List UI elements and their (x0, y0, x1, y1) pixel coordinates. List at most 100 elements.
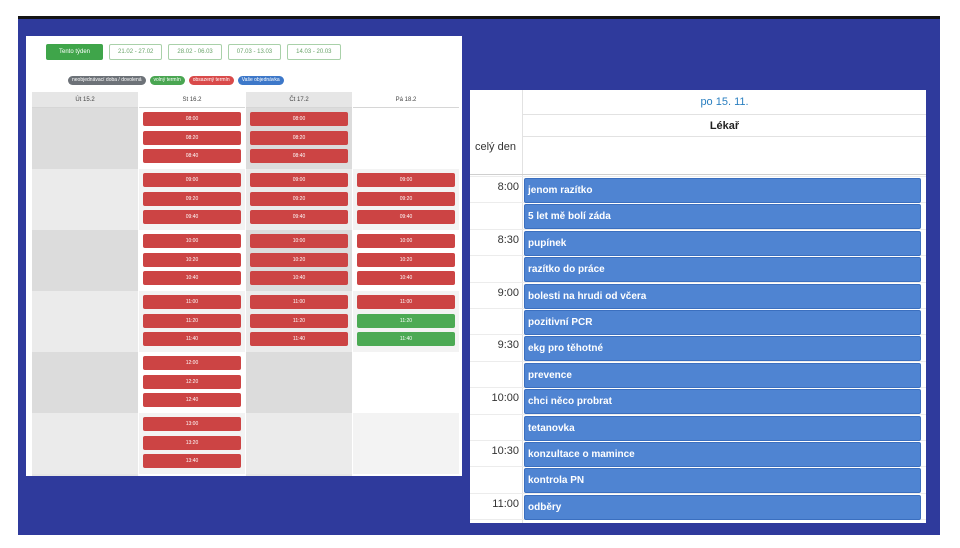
booked-slot[interactable]: 11:20 (143, 313, 241, 328)
day-column: 08:00 08:20 08:40 09:00 09:20 09:40 10:00 10:20… (246, 108, 352, 476)
time-gridline (470, 281, 926, 283)
booked-slot[interactable]: 09:40 (250, 210, 348, 224)
appointment-event[interactable]: 5 let mě bolí záda (524, 204, 921, 230)
time-label: 11:00 (492, 497, 519, 510)
all-day-row[interactable] (470, 137, 926, 175)
booked-slot[interactable]: 09:00 (250, 173, 348, 187)
all-day-label: celý den (475, 141, 516, 153)
hour-band (353, 108, 459, 169)
legend: neobjednávací doba / dovolená volný term… (68, 76, 284, 85)
time-label: 10:00 (491, 392, 519, 405)
booked-slot[interactable]: 11:20 (250, 313, 348, 328)
hour-band (246, 413, 352, 474)
hour-band (32, 108, 138, 169)
legend-unavailable: neobjednávací doba / dovolená (68, 76, 146, 85)
appointment-event[interactable]: jenom razítko (524, 178, 921, 203)
legend-your-booking: Vaše objednávka (237, 76, 284, 85)
booked-slot[interactable]: 08:20 (250, 130, 348, 145)
week-button[interactable]: 28.02 - 06.03 (168, 44, 222, 60)
booked-slot[interactable]: 11:00 (250, 295, 348, 309)
booked-slot[interactable]: 11:40 (143, 332, 241, 346)
booked-slot[interactable]: 11:00 (357, 295, 455, 309)
day-column: 08:00 08:20 08:40 09:00 09:20 09:40 10:00 10:20… (139, 108, 245, 476)
booked-slot[interactable]: 10:40 (250, 271, 348, 285)
booked-slot[interactable]: 08:00 (250, 112, 348, 126)
booked-slot[interactable]: 08:40 (143, 149, 241, 163)
hour-band (246, 352, 352, 413)
hour-band (353, 352, 459, 413)
time-column-divider (522, 90, 523, 523)
booked-slot[interactable]: 10:20 (250, 252, 348, 267)
day-header: St 16.2 (139, 92, 245, 108)
booked-slot[interactable]: 10:00 (250, 234, 348, 248)
day-column: 09:00 09:20 09:40 10:00 10:20 10:40 11:00 11:20… (353, 108, 459, 476)
appointment-event[interactable]: chci něco probrat (524, 389, 921, 415)
calendar-date-header[interactable]: po 15. 11. (523, 90, 926, 115)
week-selector: Tento týden 21.02 - 27.02 28.02 - 06.03 … (46, 44, 341, 60)
booked-slot[interactable]: 09:40 (357, 210, 455, 224)
booked-slot[interactable]: 10:40 (357, 271, 455, 285)
hour-band (32, 413, 138, 474)
booked-slot[interactable]: 11:00 (143, 295, 241, 309)
week-button[interactable]: 21.02 - 27.02 (109, 44, 163, 60)
hour-band (353, 413, 459, 474)
booked-slot[interactable]: 13:20 (143, 435, 241, 450)
booked-slot[interactable]: 10:20 (357, 252, 455, 267)
day-header: Út 15.2 (32, 92, 138, 108)
booked-slot[interactable]: 11:40 (250, 332, 348, 346)
booked-slot[interactable]: 12:40 (143, 393, 241, 407)
booked-slot[interactable]: 09:00 (143, 173, 241, 187)
time-label: 10:30 (491, 445, 519, 457)
booked-slot[interactable]: 12:00 (143, 356, 241, 370)
booked-slot[interactable]: 08:40 (250, 149, 348, 163)
booked-slot[interactable]: 08:20 (143, 130, 241, 145)
time-label: 9:00 (497, 286, 519, 299)
time-gridline (470, 176, 926, 177)
appointment-event[interactable]: razítko do práce (524, 257, 921, 283)
booked-slot[interactable]: 08:00 (143, 112, 241, 126)
appointment-event[interactable]: kontrola PN (524, 468, 921, 494)
time-gridline (470, 492, 926, 494)
legend-booked: obsazený termín (188, 76, 234, 85)
time-gridline (470, 360, 926, 362)
booked-slot[interactable]: 12:20 (143, 374, 241, 389)
appointment-event[interactable]: pupínek (524, 230, 921, 256)
week-button[interactable]: 07.03 - 13.03 (227, 44, 282, 60)
booked-slot[interactable]: 10:40 (143, 271, 241, 285)
booked-slot[interactable]: 13:00 (143, 417, 241, 431)
time-label: 9:30 (497, 339, 519, 352)
booked-slot[interactable]: 09:20 (357, 191, 455, 206)
booked-slot[interactable]: 09:40 (143, 210, 241, 224)
booked-slot[interactable]: 10:00 (357, 234, 455, 248)
booked-slot[interactable]: 09:20 (250, 191, 348, 206)
appointment-event[interactable]: ekg pro těhotné (524, 336, 921, 362)
hour-band (32, 352, 138, 413)
hour-band (32, 169, 138, 230)
time-gridline (470, 228, 926, 230)
time-label: 8:00 (497, 181, 519, 193)
hour-band (32, 291, 138, 352)
week-button[interactable]: 14.03 - 20.03 (287, 44, 341, 60)
appointment-event[interactable]: odběry (524, 494, 921, 520)
appointment-event[interactable]: bolesti na hrudi od včera (524, 283, 921, 309)
day-header: Čt 17.2 (246, 92, 352, 108)
free-slot[interactable]: 11:20 (357, 313, 455, 328)
day-column (32, 108, 138, 476)
appointment-event[interactable]: konzultace o mamince (524, 442, 921, 467)
appointment-event[interactable]: tetanovka (524, 415, 921, 441)
day-calendar-panel: po 15. 11. Lékař celý den 8:00 8:30 9:00 9:… (470, 90, 926, 523)
free-slot[interactable]: 11:40 (357, 332, 455, 346)
weekly-booking-panel: Tento týden 21.02 - 27.02 28.02 - 06.03 … (26, 36, 462, 476)
appointment-event[interactable]: pozitivní PCR (524, 310, 921, 335)
legend-free: volný termín (149, 76, 185, 85)
booked-slot[interactable]: 09:20 (143, 191, 241, 206)
booked-slot[interactable]: 10:20 (143, 252, 241, 267)
appointment-event[interactable]: prevence (524, 362, 921, 388)
day-header: Pá 18.2 (353, 92, 459, 108)
booked-slot[interactable]: 09:00 (357, 173, 455, 187)
booked-slot[interactable]: 10:00 (143, 234, 241, 248)
booked-slot[interactable]: 13:40 (143, 454, 241, 468)
time-label: 8:30 (497, 233, 519, 246)
week-button-current[interactable]: Tento týden (46, 44, 104, 60)
